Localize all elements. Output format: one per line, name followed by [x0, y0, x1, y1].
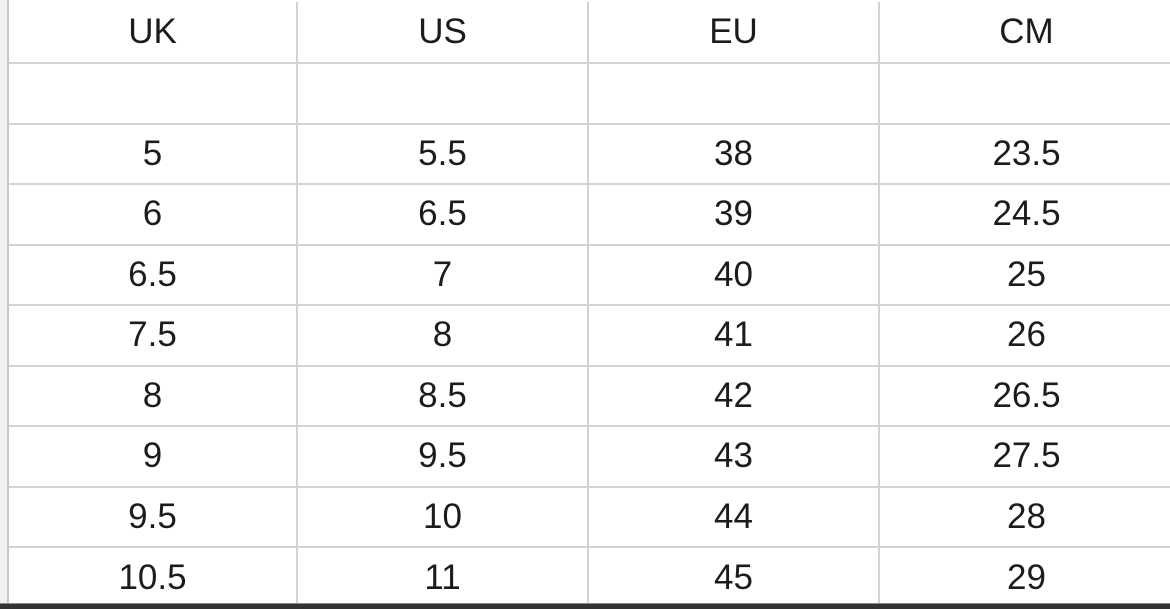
- table-cell[interactable]: [296, 62, 589, 125]
- table-cell[interactable]: 39: [587, 183, 880, 246]
- table-cell[interactable]: 6.5: [9, 243, 298, 306]
- table-cell[interactable]: 28: [878, 485, 1170, 548]
- table-cell[interactable]: 6.5: [296, 183, 589, 246]
- table-cell[interactable]: 6: [9, 183, 298, 246]
- table-cell[interactable]: 23.5: [878, 122, 1170, 185]
- table-cell[interactable]: 24.5: [878, 183, 1170, 246]
- table-row: 7.5 8 41 26: [9, 304, 1170, 367]
- table-cell[interactable]: 29: [878, 546, 1170, 608]
- table-row: 9 9.5 43 27.5: [9, 425, 1170, 488]
- table-cell[interactable]: 5.5: [296, 122, 589, 185]
- size-chart-table: UK US EU CM 5 5.5 38 23.5 6 6.5 39 24.5 6.5 7 40 25 7.5 8…: [9, 2, 1170, 608]
- table-cell[interactable]: 7.5: [9, 304, 298, 367]
- table-cell[interactable]: 8: [9, 364, 298, 427]
- row-header-gutter: [0, 0, 9, 605]
- table-cell[interactable]: 10: [296, 485, 589, 548]
- table-cell[interactable]: 42: [587, 364, 880, 427]
- table-cell[interactable]: 25: [878, 243, 1170, 306]
- table-cell[interactable]: 5: [9, 122, 298, 185]
- table-cell[interactable]: 9: [9, 425, 298, 488]
- column-header[interactable]: UK: [9, 2, 298, 64]
- table-cell[interactable]: 10.5: [9, 546, 298, 608]
- table-cell[interactable]: 8: [296, 304, 589, 367]
- table-cell[interactable]: 26: [878, 304, 1170, 367]
- column-header[interactable]: CM: [878, 2, 1170, 64]
- table-cell[interactable]: 40: [587, 243, 880, 306]
- table-row: [9, 62, 1170, 125]
- table-cell[interactable]: 43: [587, 425, 880, 488]
- table-row: 5 5.5 38 23.5: [9, 122, 1170, 185]
- column-header[interactable]: US: [296, 2, 589, 64]
- table-row: 8 8.5 42 26.5: [9, 364, 1170, 427]
- table-row: 6 6.5 39 24.5: [9, 183, 1170, 246]
- table-row: 9.5 10 44 28: [9, 485, 1170, 548]
- table-row: 10.5 11 45 29: [9, 546, 1170, 608]
- sheet-bottom-border: [0, 603, 1170, 609]
- table-cell[interactable]: 9.5: [9, 485, 298, 548]
- table-cell[interactable]: 7: [296, 243, 589, 306]
- table-cell[interactable]: 27.5: [878, 425, 1170, 488]
- table-cell[interactable]: 11: [296, 546, 589, 608]
- table-cell[interactable]: 8.5: [296, 364, 589, 427]
- table-cell[interactable]: 45: [587, 546, 880, 608]
- table-cell[interactable]: 38: [587, 122, 880, 185]
- table-cell[interactable]: 9.5: [296, 425, 589, 488]
- table-cell[interactable]: [878, 62, 1170, 125]
- table-cell[interactable]: 44: [587, 485, 880, 548]
- table-cell[interactable]: 26.5: [878, 364, 1170, 427]
- table-cell[interactable]: 41: [587, 304, 880, 367]
- column-header[interactable]: EU: [587, 2, 880, 64]
- table-cell[interactable]: [587, 62, 880, 125]
- header-row: UK US EU CM: [9, 2, 1170, 64]
- table-cell[interactable]: [9, 62, 298, 125]
- table-row: 6.5 7 40 25: [9, 243, 1170, 306]
